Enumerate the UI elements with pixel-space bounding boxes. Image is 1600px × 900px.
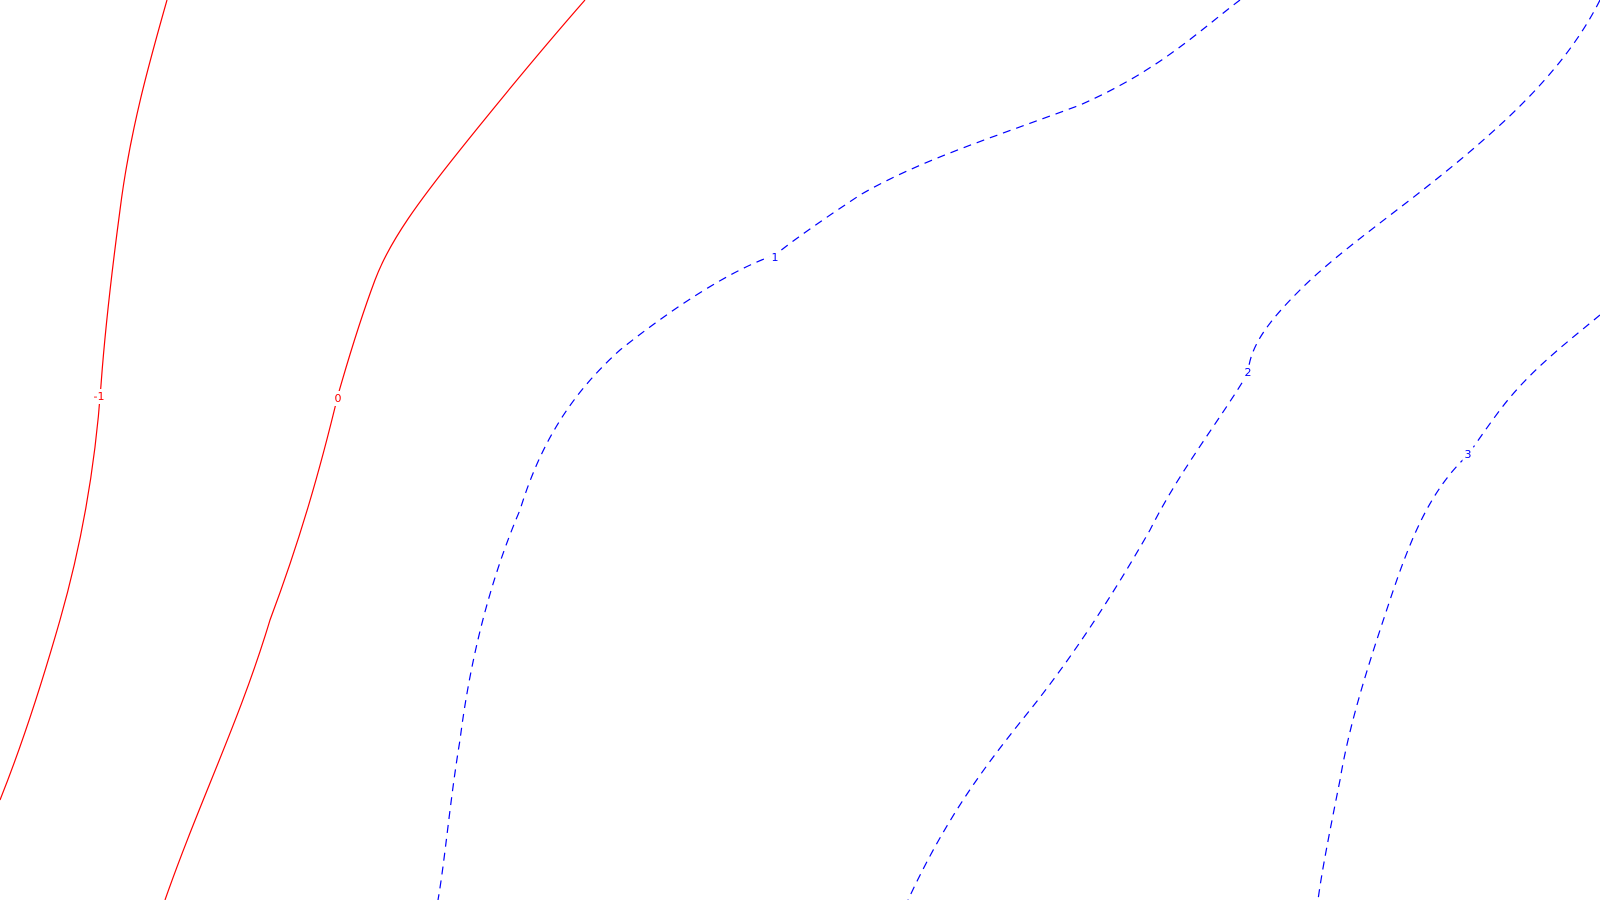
contour-label-background [1462, 447, 1474, 462]
contour-label-level-m1: -1 [94, 390, 105, 403]
contour-line-level-0 [164, 0, 586, 900]
contour-line-level-1 [437, 0, 1241, 900]
contour-line-level-3 [1317, 314, 1600, 900]
contour-label-level-1: 1 [772, 251, 779, 264]
contour-label-background [1242, 365, 1254, 380]
contour-line-level-m1 [0, 0, 168, 801]
contour-label-background [91, 389, 107, 404]
contour-label-background [769, 250, 781, 265]
contour-label-background [332, 391, 344, 406]
contour-label-level-3: 3 [1465, 448, 1472, 461]
contour-label-level-0: 0 [335, 392, 342, 405]
contour-label-level-2: 2 [1245, 366, 1252, 379]
contour-line-level-2 [907, 0, 1600, 900]
